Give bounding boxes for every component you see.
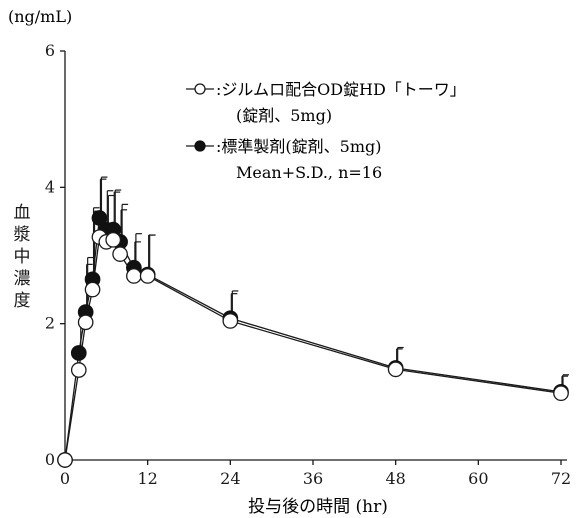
y-axis-title-char: 血 xyxy=(13,203,31,223)
legend-series1-sub: (錠剤、5mg) xyxy=(236,106,332,125)
legend-stats-note: Mean+S.D., n=16 xyxy=(236,163,382,182)
data-point-open xyxy=(387,361,404,378)
series-line xyxy=(64,216,562,461)
x-tick-label: 72 xyxy=(551,469,571,488)
y-tick-label: 4 xyxy=(45,177,55,196)
y-tick-label: 0 xyxy=(45,450,55,469)
x-tick-label: 48 xyxy=(385,469,405,488)
y-tick-label: 6 xyxy=(45,41,55,60)
legend-series1-label: :ジルムロ配合OD錠HD「トーワ」 xyxy=(216,80,466,99)
legend-open-circle-icon xyxy=(194,83,206,95)
data-point-filled xyxy=(70,345,87,361)
y-axis-title-char: 漿 xyxy=(13,225,31,245)
x-tick-label: 12 xyxy=(137,469,157,488)
x-tick-label: 0 xyxy=(60,469,70,488)
data-point-open xyxy=(70,362,87,378)
legend-series2-label: :標準製剤(錠剤、5mg) xyxy=(216,137,381,156)
data-point-open xyxy=(222,313,239,329)
data-point-open xyxy=(126,268,142,284)
data-point-open xyxy=(553,385,569,402)
legend-filled-circle-icon xyxy=(194,140,206,152)
data-point-filled xyxy=(91,210,108,226)
data-point-open xyxy=(112,246,128,262)
x-tick-label: 24 xyxy=(220,469,240,488)
x-axis-title: 投与後の時間 (hr) xyxy=(248,497,388,517)
y-axis-title-char: 中 xyxy=(13,247,31,267)
data-point-open xyxy=(77,314,94,331)
legend: :ジルムロ配合OD錠HD「トーワ」 (錠剤、5mg) :標準製剤(錠剤、5mg)… xyxy=(186,80,466,182)
data-point-open xyxy=(84,281,101,298)
data-point-open xyxy=(139,268,156,284)
error-bars xyxy=(80,176,569,394)
y-axis-title-char: 濃 xyxy=(13,269,31,289)
y-tick-label: 2 xyxy=(45,314,55,333)
unit-label: (ng/mL) xyxy=(8,7,72,26)
x-tick-label: 60 xyxy=(468,469,488,488)
series-lines xyxy=(64,216,562,461)
data-point-open xyxy=(105,231,122,248)
series-markers xyxy=(57,210,569,468)
x-tick-label: 36 xyxy=(303,469,323,488)
data-point-open xyxy=(57,452,73,468)
y-axis-title-char: 度 xyxy=(13,291,31,311)
